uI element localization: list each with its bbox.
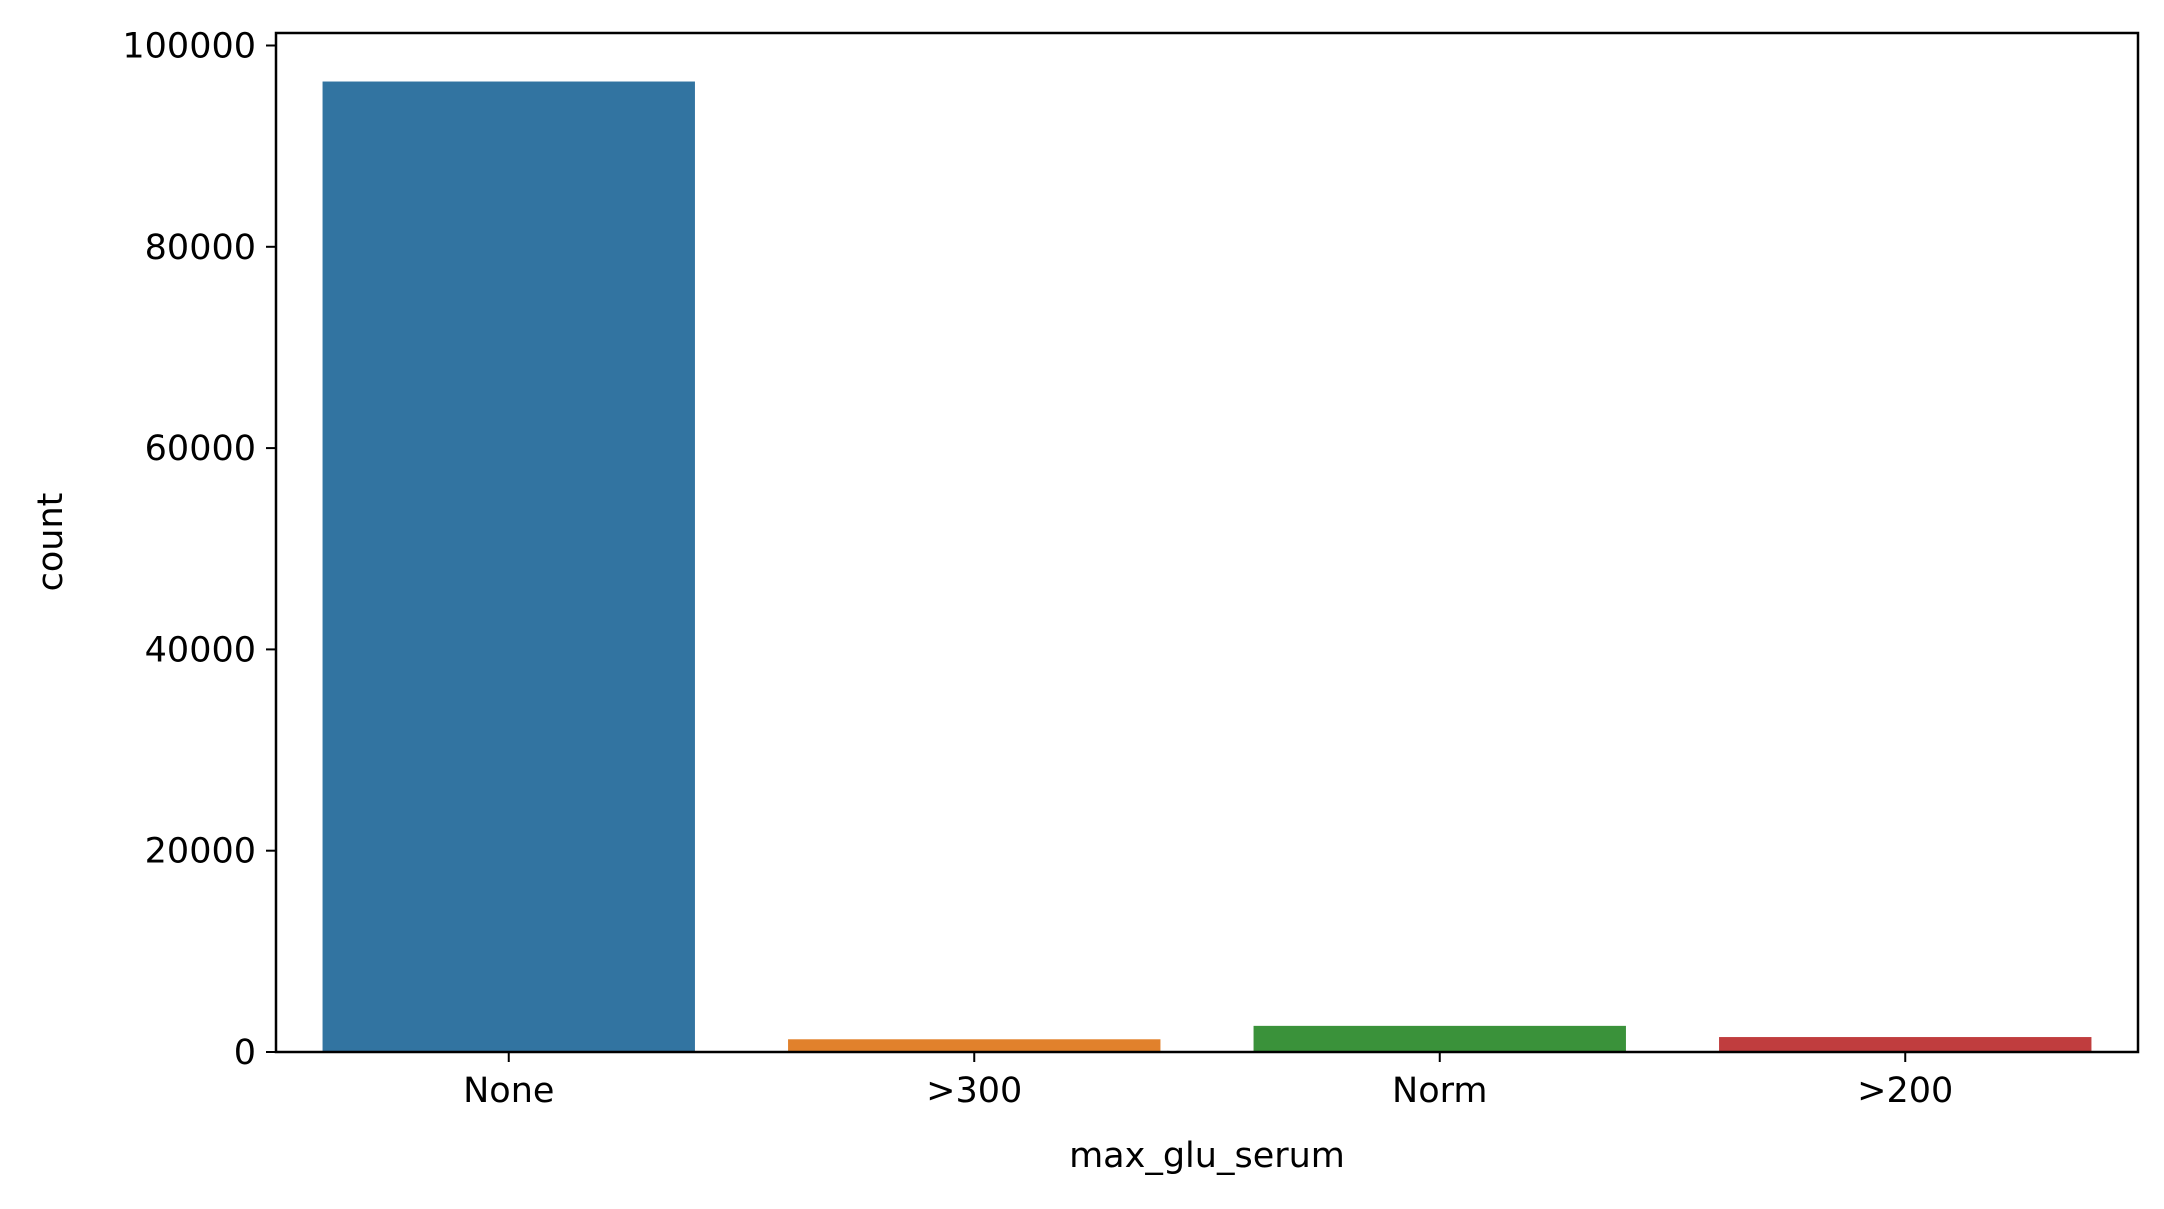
y-tick-label: 80000 <box>145 228 256 268</box>
x-tick-label: Norm <box>1392 1071 1487 1111</box>
y-tick-label: 0 <box>234 1033 256 1073</box>
y-axis-ticks: 0 20000 40000 60000 80000 100000 <box>122 26 276 1073</box>
y-tick-label: 100000 <box>122 26 256 66</box>
bar-3 <box>1253 1025 1626 1052</box>
bar-4 <box>1719 1037 2092 1052</box>
plot-frame <box>274 31 2140 1054</box>
y-tick-label: 20000 <box>145 832 256 872</box>
y-tick-label: 60000 <box>145 429 256 469</box>
x-tick-label: >200 <box>1857 1071 1953 1111</box>
bar-1 <box>322 81 695 1053</box>
y-tick-label: 40000 <box>145 630 256 670</box>
bars-group <box>322 81 2092 1053</box>
x-axis-ticks: None >300 Norm >200 <box>463 1052 1953 1111</box>
x-axis-label: max_glu_serum <box>1069 1136 1345 1176</box>
x-tick-label: None <box>463 1071 554 1111</box>
y-axis-label: count <box>31 493 71 592</box>
x-tick-label: >300 <box>926 1071 1022 1111</box>
bar-2 <box>788 1039 1161 1052</box>
